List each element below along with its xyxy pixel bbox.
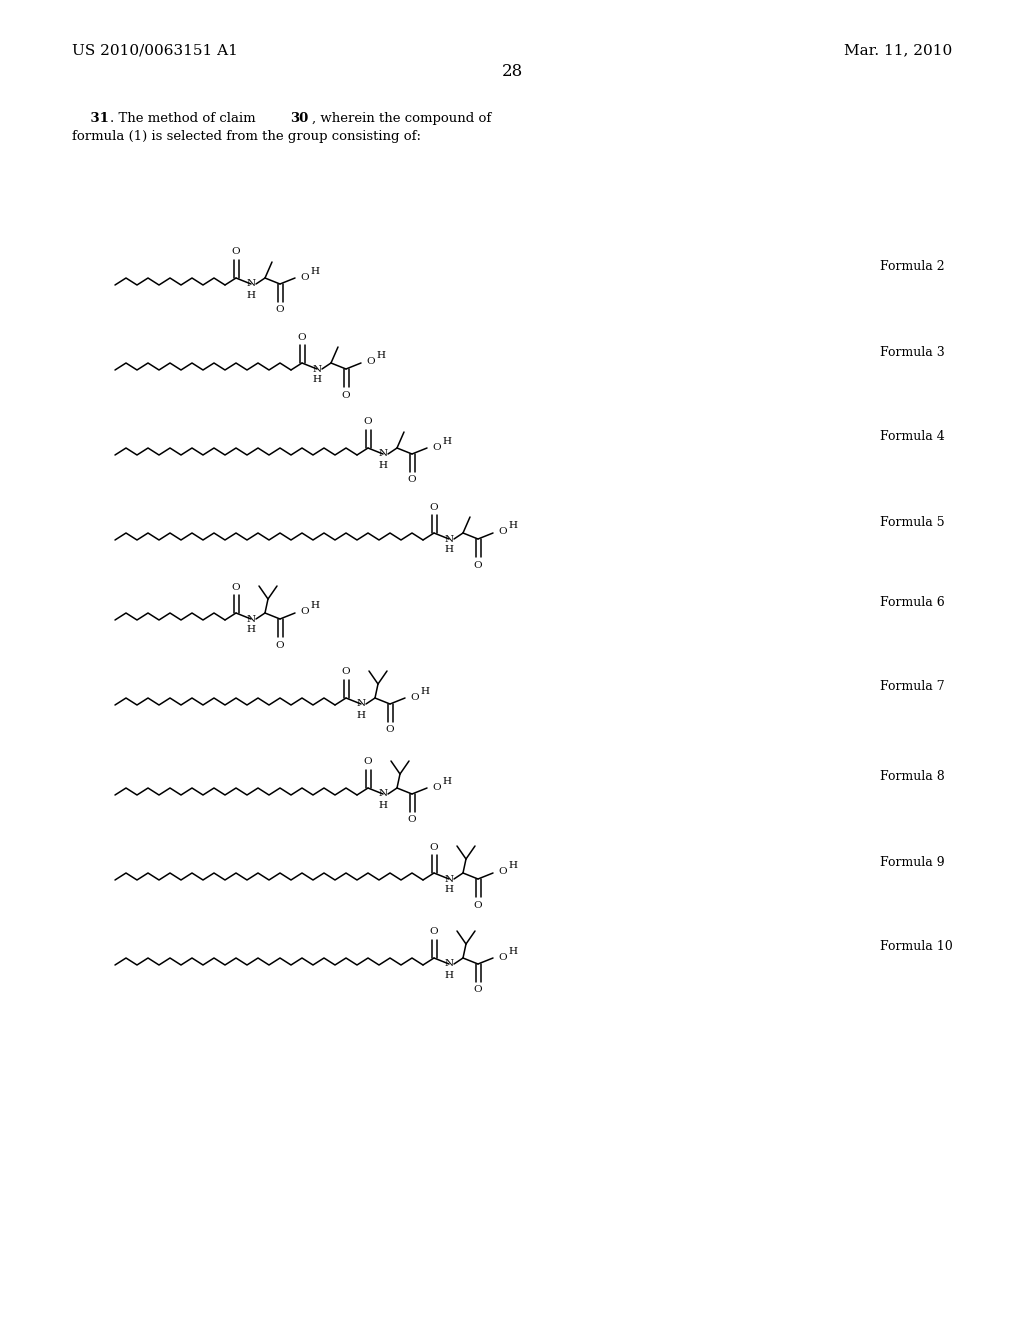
- Text: O: O: [432, 783, 440, 792]
- Text: O: O: [300, 272, 308, 281]
- Text: O: O: [498, 867, 507, 876]
- Text: O: O: [342, 668, 350, 676]
- Text: O: O: [498, 953, 507, 961]
- Text: H: H: [444, 886, 454, 895]
- Text: O: O: [408, 475, 417, 484]
- Text: O: O: [298, 333, 306, 342]
- Text: Formula 10: Formula 10: [880, 940, 952, 953]
- Text: H: H: [310, 602, 319, 610]
- Text: O: O: [275, 640, 285, 649]
- Text: H: H: [508, 862, 517, 870]
- Text: O: O: [474, 900, 482, 909]
- Text: O: O: [364, 758, 373, 767]
- Text: O: O: [474, 986, 482, 994]
- Text: H: H: [310, 267, 319, 276]
- Text: Formula 2: Formula 2: [880, 260, 944, 273]
- Text: O: O: [364, 417, 373, 426]
- Text: O: O: [231, 582, 241, 591]
- Text: H: H: [420, 686, 429, 696]
- Text: H: H: [356, 710, 366, 719]
- Text: H: H: [444, 970, 454, 979]
- Text: O: O: [474, 561, 482, 569]
- Text: 28: 28: [502, 63, 522, 81]
- Text: N: N: [379, 789, 387, 799]
- Text: US 2010/0063151 A1: US 2010/0063151 A1: [72, 44, 238, 57]
- Text: H: H: [508, 521, 517, 531]
- Text: , wherein the compound of: , wherein the compound of: [312, 112, 492, 125]
- Text: O: O: [498, 528, 507, 536]
- Text: Formula 4: Formula 4: [880, 430, 945, 444]
- Text: N: N: [247, 280, 256, 289]
- Text: N: N: [312, 364, 322, 374]
- Text: N: N: [444, 535, 454, 544]
- Text: O: O: [430, 503, 438, 511]
- Text: Formula 7: Formula 7: [880, 681, 944, 693]
- Text: formula (1) is selected from the group consisting of:: formula (1) is selected from the group c…: [72, 129, 421, 143]
- Text: H: H: [442, 437, 451, 446]
- Text: O: O: [432, 442, 440, 451]
- Text: H: H: [247, 626, 256, 635]
- Text: O: O: [300, 607, 308, 616]
- Text: H: H: [444, 545, 454, 554]
- Text: Formula 3: Formula 3: [880, 346, 945, 359]
- Text: O: O: [408, 816, 417, 825]
- Text: O: O: [430, 842, 438, 851]
- Text: H: H: [379, 800, 387, 809]
- Text: . The method of claim: . The method of claim: [110, 112, 260, 125]
- Text: N: N: [247, 615, 256, 623]
- Text: H: H: [442, 776, 451, 785]
- Text: O: O: [386, 726, 394, 734]
- Text: N: N: [444, 960, 454, 969]
- Text: Formula 5: Formula 5: [880, 516, 944, 528]
- Text: H: H: [508, 946, 517, 956]
- Text: O: O: [430, 928, 438, 936]
- Text: H: H: [312, 375, 322, 384]
- Text: Formula 9: Formula 9: [880, 855, 944, 869]
- Text: H: H: [376, 351, 385, 360]
- Text: O: O: [231, 248, 241, 256]
- Text: Formula 6: Formula 6: [880, 595, 945, 609]
- Text: Mar. 11, 2010: Mar. 11, 2010: [844, 44, 952, 57]
- Text: O: O: [342, 391, 350, 400]
- Text: N: N: [356, 700, 366, 709]
- Text: 30: 30: [290, 112, 308, 125]
- Text: H: H: [247, 290, 256, 300]
- Text: 31: 31: [72, 112, 109, 125]
- Text: O: O: [275, 305, 285, 314]
- Text: N: N: [379, 450, 387, 458]
- Text: O: O: [366, 358, 375, 367]
- Text: H: H: [379, 461, 387, 470]
- Text: Formula 8: Formula 8: [880, 771, 945, 784]
- Text: N: N: [444, 874, 454, 883]
- Text: O: O: [410, 693, 419, 701]
